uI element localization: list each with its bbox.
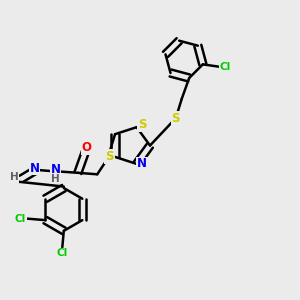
Text: O: O	[82, 141, 92, 154]
Text: H: H	[51, 174, 60, 184]
Text: H: H	[10, 172, 18, 182]
Text: S: S	[105, 150, 113, 163]
Text: N: N	[137, 158, 147, 170]
Text: N: N	[51, 164, 61, 176]
Text: N: N	[30, 162, 40, 175]
Text: N: N	[105, 150, 115, 164]
Text: Cl: Cl	[220, 62, 231, 72]
Text: Cl: Cl	[15, 214, 26, 224]
Text: S: S	[138, 118, 146, 131]
Text: S: S	[172, 112, 180, 124]
Text: Cl: Cl	[57, 248, 68, 258]
